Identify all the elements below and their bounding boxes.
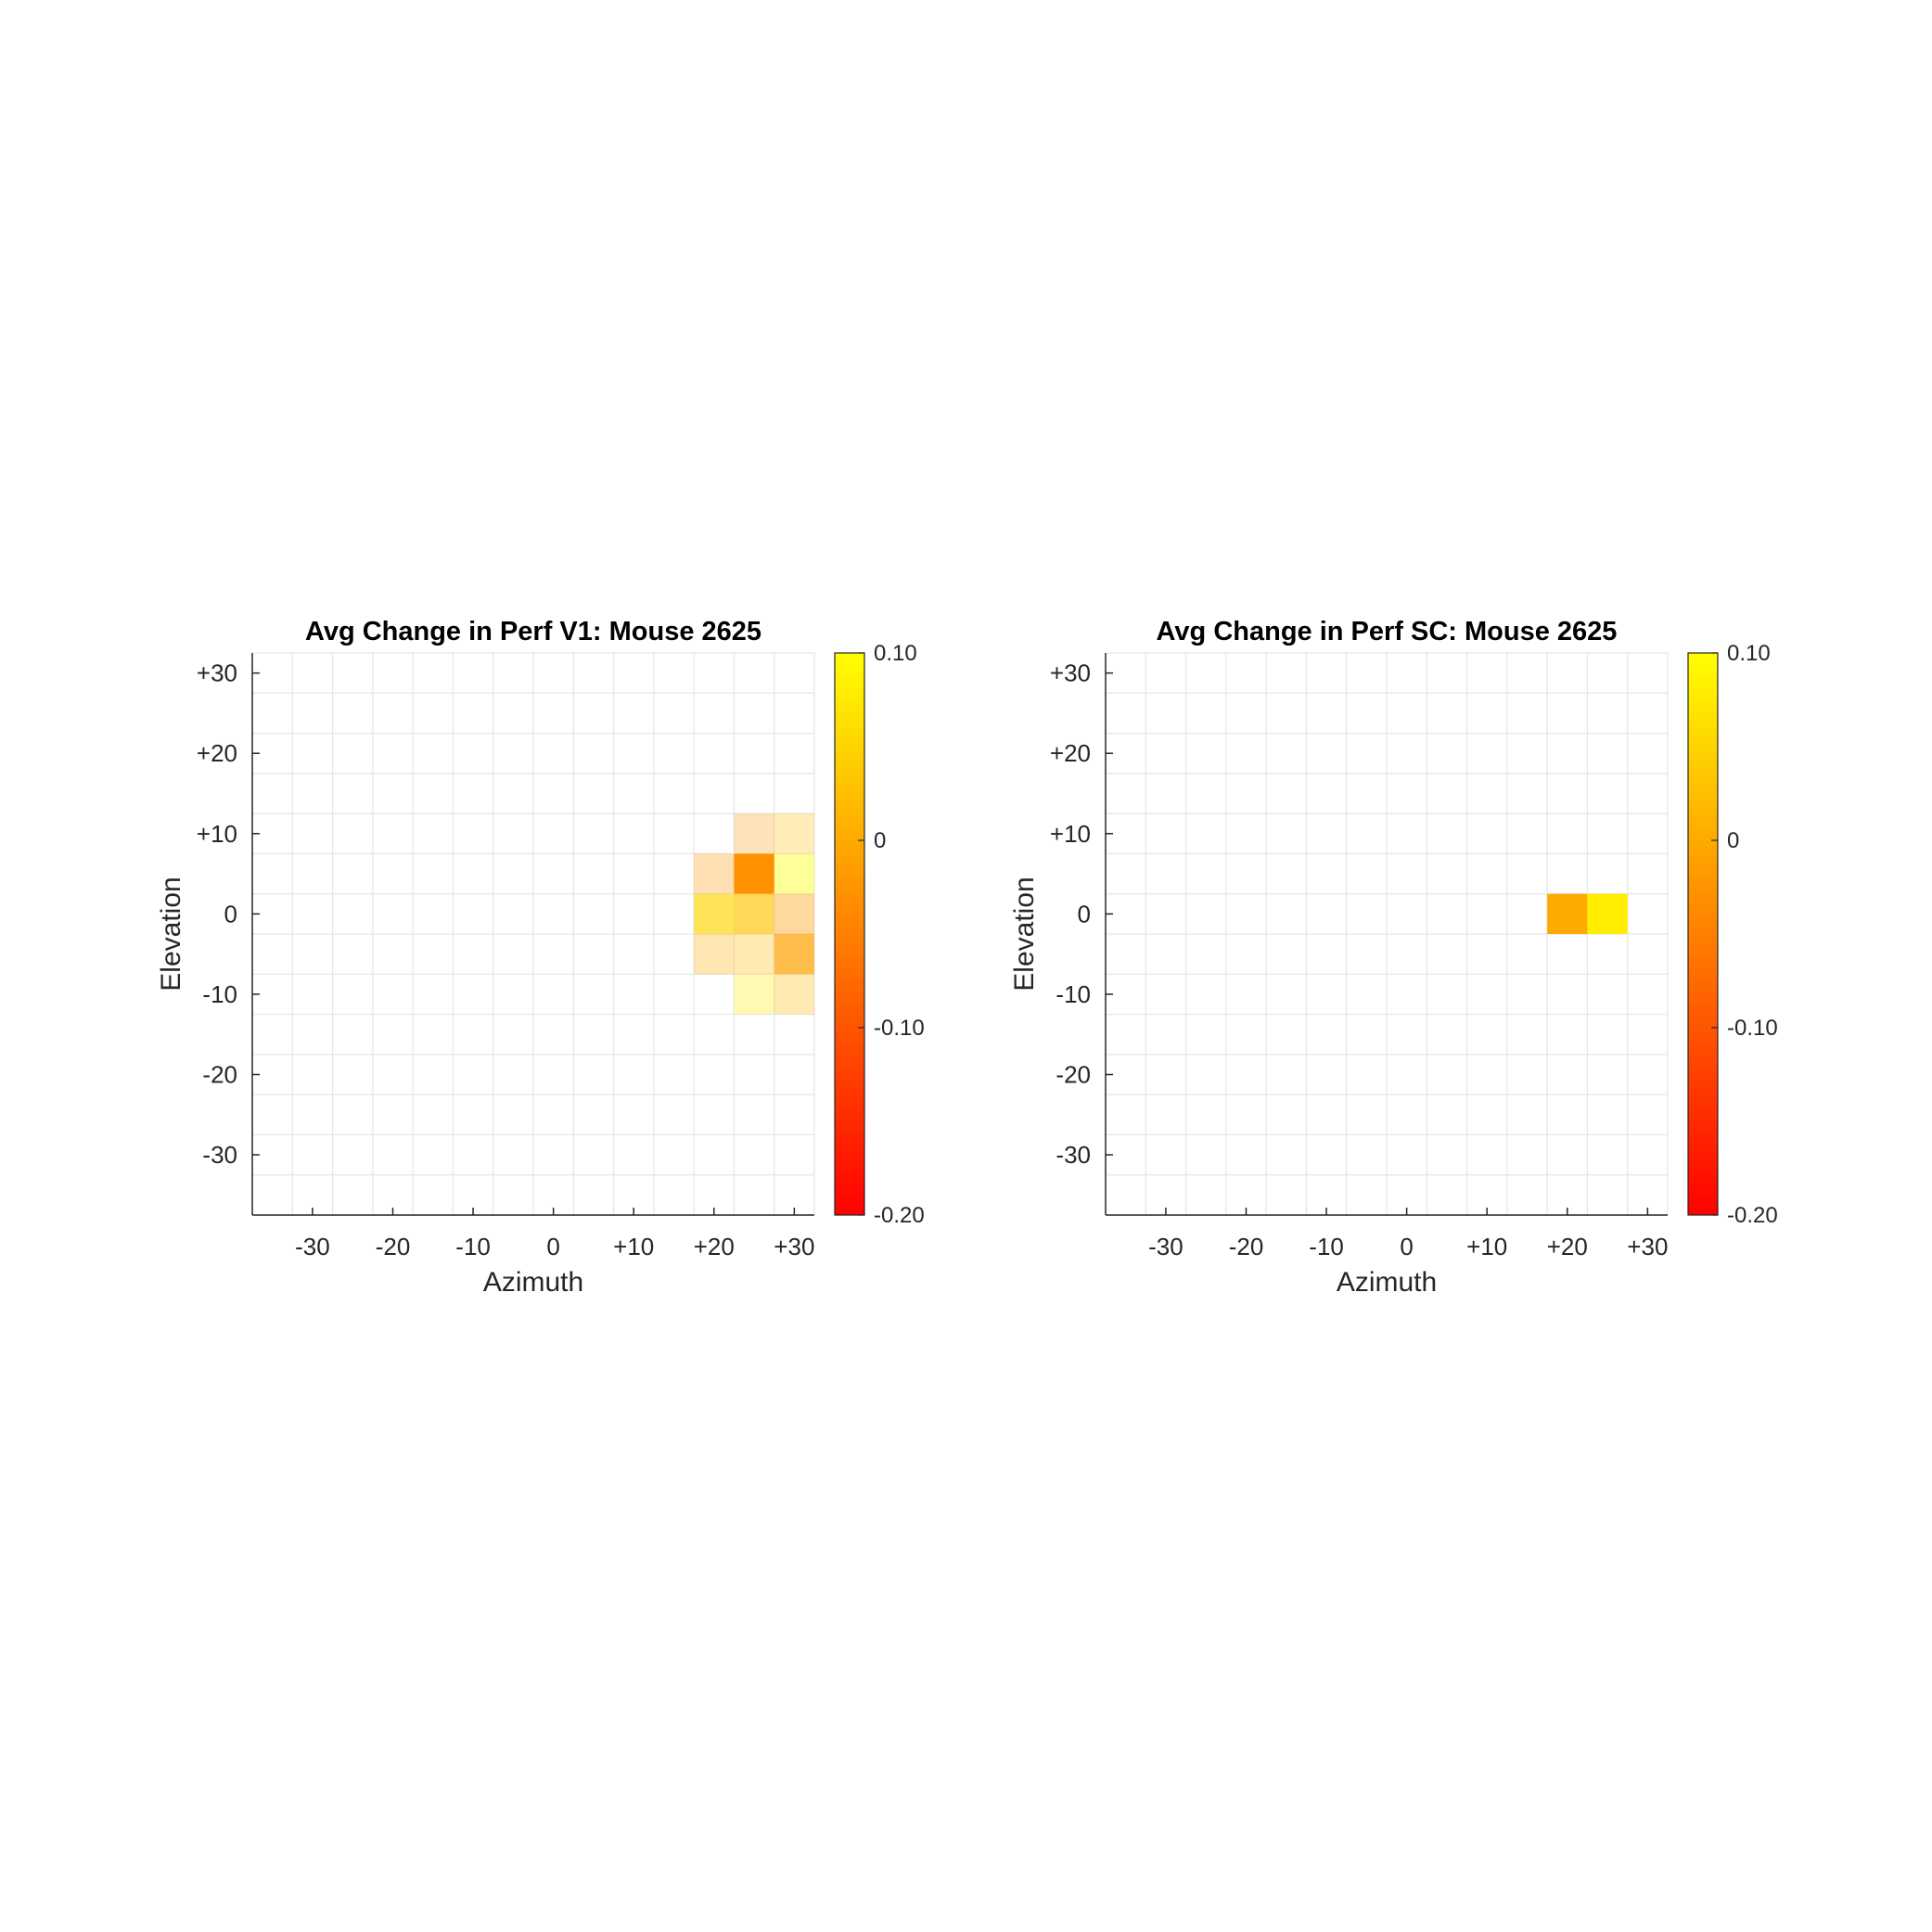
heatmap-cells xyxy=(1547,893,1628,934)
x-tick-label: -10 xyxy=(1309,1233,1344,1260)
x-tick-label: +10 xyxy=(613,1233,654,1260)
x-tick-label: -20 xyxy=(376,1233,411,1260)
x-tick-label: -10 xyxy=(455,1233,491,1260)
y-tick-label: +30 xyxy=(197,659,237,687)
x-tick-label: +10 xyxy=(1466,1233,1507,1260)
colorbar-gradient xyxy=(834,652,865,1216)
heatmap-cell xyxy=(694,893,735,934)
y-tick-label: +20 xyxy=(1050,739,1091,767)
heatmap-cell xyxy=(734,853,774,894)
y-axis-label: Elevation xyxy=(1009,876,1040,991)
heatmap-cell xyxy=(1587,893,1628,934)
x-tick-label: +30 xyxy=(1627,1233,1668,1260)
colorbar-tick-label: -0.20 xyxy=(874,1203,925,1228)
y-tick-label: -30 xyxy=(202,1141,237,1169)
heatmap-cell xyxy=(694,934,735,975)
colorbar-gradient xyxy=(1687,652,1719,1216)
y-tick-label: 0 xyxy=(1078,900,1091,928)
heatmap-cell xyxy=(734,893,774,934)
chart-title: Avg Change in Perf SC: Mouse 2625 xyxy=(1157,617,1618,646)
y-tick-label: -10 xyxy=(1056,980,1091,1008)
y-tick-label: -20 xyxy=(1056,1061,1091,1089)
x-axis-label: Azimuth xyxy=(1337,1267,1437,1298)
colorbar-tick-label: 0.10 xyxy=(874,641,917,666)
x-axis-label: Azimuth xyxy=(483,1267,583,1298)
heatmap-cell xyxy=(734,974,774,1015)
x-tick-label: 0 xyxy=(1400,1233,1413,1260)
x-tick-label: +20 xyxy=(694,1233,735,1260)
heatmap-cell xyxy=(1547,893,1588,934)
colorbar-tick-label: -0.10 xyxy=(874,1016,925,1041)
heatmap-cell xyxy=(774,974,814,1015)
chart-title: Avg Change in Perf V1: Mouse 2625 xyxy=(305,617,761,646)
heatmap-cell xyxy=(734,813,774,854)
y-tick-label: -20 xyxy=(202,1061,237,1089)
heatmap-cells xyxy=(694,813,814,1015)
heatmap-panel-sc: -30 -20 -10 0 +10 +20 +30 +30 +20 +10 0 -10 -20 -30 Av… xyxy=(1009,617,1778,1298)
x-tick-label: +30 xyxy=(774,1233,814,1260)
y-tick-label: +10 xyxy=(197,820,237,848)
colorbar-tick-label: 0 xyxy=(1727,828,1739,853)
x-tick-label: -20 xyxy=(1229,1233,1264,1260)
heatmap-cell xyxy=(774,853,814,894)
colorbar: 0.10 0 -0.10 -0.20 xyxy=(834,641,925,1228)
heatmap-cell xyxy=(774,934,814,975)
heatmap-cell xyxy=(774,893,814,934)
y-tick-label: +30 xyxy=(1050,659,1091,687)
x-tick-label: -30 xyxy=(1148,1233,1184,1260)
colorbar-tick-label: -0.10 xyxy=(1727,1016,1778,1041)
colorbar-tick-label: 0 xyxy=(874,828,886,853)
y-tick-label: +20 xyxy=(197,739,237,767)
y-tick-label: +10 xyxy=(1050,820,1091,848)
heatmap-cell xyxy=(734,934,774,975)
colorbar: 0.10 0 -0.10 -0.20 xyxy=(1687,641,1778,1228)
x-tick-label: 0 xyxy=(546,1233,559,1260)
y-tick-label: -10 xyxy=(202,980,237,1008)
colorbar-tick-label: -0.20 xyxy=(1727,1203,1778,1228)
heatmap-cell xyxy=(774,813,814,854)
y-tick-label: 0 xyxy=(224,900,237,928)
heatmap-cell xyxy=(694,853,735,894)
x-tick-label: +20 xyxy=(1547,1233,1588,1260)
heatmap-panel-v1: -30 -20 -10 0 +10 +20 +30 +30 +20 +10 0 -10 -20 -30 Av… xyxy=(156,617,925,1298)
y-axis-label: Elevation xyxy=(156,876,186,991)
colorbar-tick-label: 0.10 xyxy=(1727,641,1771,666)
y-tick-label: -30 xyxy=(1056,1141,1091,1169)
x-tick-label: -30 xyxy=(295,1233,330,1260)
